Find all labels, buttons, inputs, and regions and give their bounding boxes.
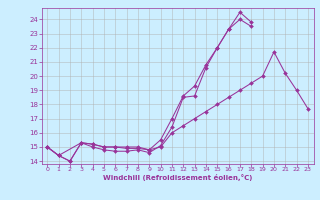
- X-axis label: Windchill (Refroidissement éolien,°C): Windchill (Refroidissement éolien,°C): [103, 174, 252, 181]
